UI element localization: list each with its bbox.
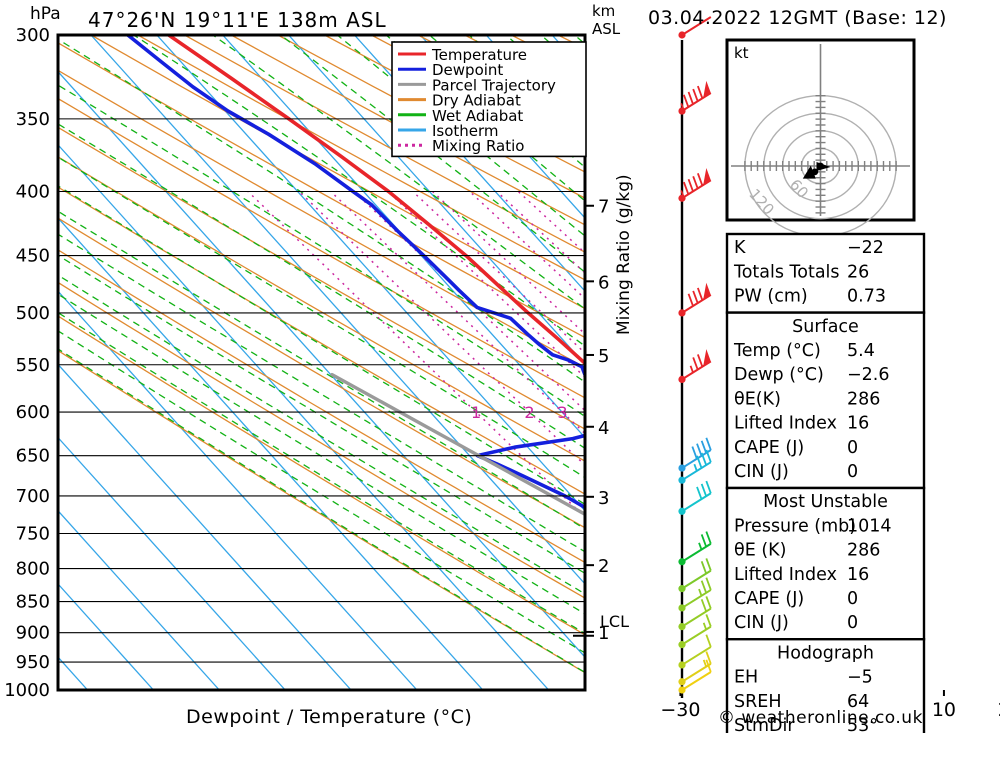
- svg-text:PW (cm): PW (cm): [734, 287, 808, 307]
- svg-text:CAPE (J): CAPE (J): [734, 438, 804, 458]
- svg-text:Temperature: Temperature: [431, 46, 527, 64]
- sounding-figure: 3003504004505005506006507007508008509009…: [4, 16, 1000, 733]
- indices-hodograph-box[interactable]: [727, 642, 924, 770]
- copyright-label: © weatheronline.co.uk: [718, 708, 923, 728]
- svg-text:2: 2: [598, 556, 609, 577]
- svg-text:0: 0: [847, 613, 858, 633]
- height-unit-label-line1: km: [592, 2, 616, 20]
- svg-text:650: 650: [16, 446, 50, 467]
- svg-text:5.4: 5.4: [847, 341, 875, 361]
- lcl-label: LCL: [600, 612, 629, 631]
- svg-text:K: K: [734, 238, 746, 258]
- svg-text:64: 64: [847, 692, 869, 712]
- svg-text:Dewp (°C): Dewp (°C): [734, 365, 824, 385]
- svg-text:450: 450: [16, 246, 50, 267]
- svg-text:800: 800: [16, 559, 50, 580]
- svg-text:600: 600: [16, 402, 50, 423]
- svg-text:400: 400: [16, 182, 50, 203]
- svg-text:16: 16: [847, 565, 869, 585]
- indices-surface-box[interactable]: [727, 314, 924, 490]
- svg-text:Hodograph: Hodograph: [777, 643, 874, 663]
- svg-text:SREH: SREH: [734, 692, 781, 712]
- svg-text:3: 3: [598, 488, 609, 509]
- svg-text:−2.6: −2.6: [847, 365, 890, 385]
- date-time-label: 03.04.2022 12GMT (Base: 12): [648, 7, 947, 29]
- svg-text:EH: EH: [734, 668, 758, 688]
- svg-text:0: 0: [847, 589, 858, 609]
- x-axis-title: Dewpoint / Temperature (°C): [186, 706, 473, 728]
- svg-text:θE (K): θE (K): [734, 541, 786, 561]
- svg-text:5: 5: [598, 346, 609, 367]
- indices-general-box[interactable]: [727, 234, 924, 314]
- wind-barb-column: [678, 16, 712, 698]
- svg-text:2: 2: [524, 403, 534, 422]
- wind-barb-axis[interactable]: [660, 35, 720, 695]
- svg-text:26: 26: [847, 262, 869, 282]
- svg-text:0.73: 0.73: [847, 287, 886, 307]
- svg-text:−30: −30: [660, 699, 700, 721]
- svg-text:Mixing Ratio: Mixing Ratio: [432, 137, 524, 155]
- skewt-profile-curves: [126, 35, 585, 517]
- svg-text:0: 0: [847, 462, 858, 482]
- svg-text:1014: 1014: [847, 516, 892, 536]
- svg-text:900: 900: [16, 623, 50, 644]
- svg-text:Wet Adiabat: Wet Adiabat: [432, 107, 523, 125]
- hodograph-unit-label: kt: [734, 44, 749, 62]
- svg-text:700: 700: [16, 486, 50, 507]
- svg-text:10: 10: [932, 699, 956, 721]
- svg-text:4: 4: [598, 418, 609, 439]
- svg-text:300: 300: [16, 25, 50, 46]
- chart-legend[interactable]: [392, 42, 586, 157]
- svg-text:Isotherm: Isotherm: [432, 122, 499, 140]
- svg-text:Lifted Index: Lifted Index: [734, 565, 837, 585]
- indices-panel: K −22 Totals Totals 26 PW (cm) 0.73 Surface Tem…: [725, 232, 926, 733]
- svg-text:550: 550: [16, 355, 50, 376]
- page-title: 47°26'N 19°11'E 138m ASL: [88, 8, 387, 32]
- svg-text:StmDir: StmDir: [734, 716, 795, 733]
- svg-text:CAPE (J): CAPE (J): [734, 589, 804, 609]
- svg-text:1: 1: [598, 623, 609, 644]
- svg-text:0: 0: [847, 438, 858, 458]
- svg-text:500: 500: [16, 303, 50, 324]
- svg-text:1000: 1000: [4, 680, 50, 701]
- svg-text:7: 7: [598, 197, 609, 218]
- hodograph-panel[interactable]: [727, 40, 914, 220]
- skewt-axes: 3003504004505005506006507007508008509009…: [4, 25, 1000, 721]
- svg-text:53°: 53°: [847, 716, 878, 733]
- svg-text:−5: −5: [847, 668, 873, 688]
- svg-text:Lifted Index: Lifted Index: [734, 414, 837, 434]
- svg-text:286: 286: [847, 389, 880, 409]
- svg-text:16: 16: [847, 414, 869, 434]
- svg-text:Surface: Surface: [792, 317, 859, 337]
- svg-text:θE(K): θE(K): [734, 389, 781, 409]
- svg-text:Dry Adiabat: Dry Adiabat: [432, 92, 521, 110]
- svg-text:20: 20: [998, 699, 1000, 721]
- indices-most-unstable-box[interactable]: [727, 490, 924, 642]
- svg-text:CIN (J): CIN (J): [734, 462, 789, 482]
- svg-text:6: 6: [598, 272, 609, 293]
- svg-text:Dewpoint: Dewpoint: [432, 61, 503, 79]
- svg-text:1: 1: [471, 403, 481, 422]
- svg-text:286: 286: [847, 541, 880, 561]
- svg-text:CIN (J): CIN (J): [734, 613, 789, 633]
- svg-text:Parcel Trajectory: Parcel Trajectory: [432, 76, 556, 94]
- svg-text:3: 3: [557, 403, 567, 422]
- svg-text:Pressure (mb): Pressure (mb): [734, 516, 856, 536]
- svg-text:Temp (°C): Temp (°C): [733, 341, 821, 361]
- svg-text:350: 350: [16, 109, 50, 130]
- svg-text:−22: −22: [847, 238, 884, 258]
- svg-text:850: 850: [16, 592, 50, 613]
- svg-text:750: 750: [16, 523, 50, 544]
- svg-text:950: 950: [16, 652, 50, 673]
- mixing-ratio-axis-title: Mixing Ratio (g/kg): [614, 174, 634, 335]
- pressure-unit-label: hPa: [30, 4, 61, 24]
- svg-text:Totals Totals: Totals Totals: [733, 262, 840, 282]
- height-unit-label-line2: ASL: [592, 20, 621, 38]
- svg-text:Most Unstable: Most Unstable: [763, 492, 888, 512]
